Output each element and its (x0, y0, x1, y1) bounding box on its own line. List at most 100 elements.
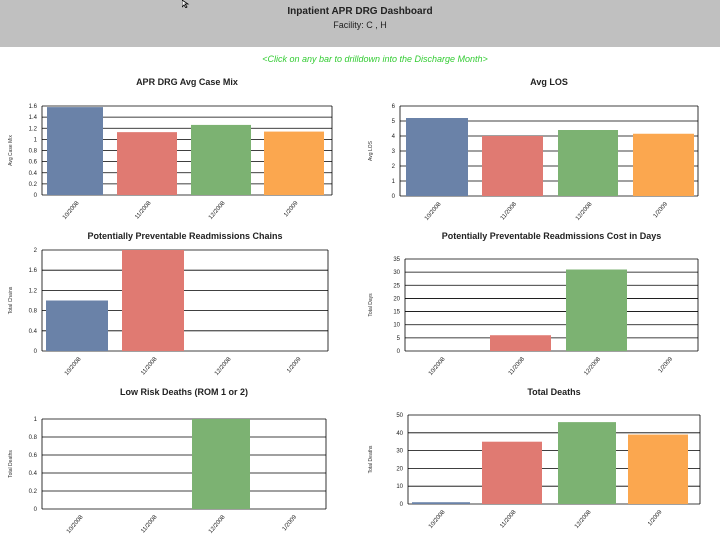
bar-10-2008[interactable] (412, 502, 470, 504)
x-tick-label: 1/2009 (653, 201, 670, 219)
y-tick-label: 15 (393, 310, 400, 316)
x-tick-label: 10/2008 (66, 514, 85, 535)
x-tick-label: 10/2008 (64, 356, 83, 377)
y-axis-label: Total Deaths (368, 445, 374, 473)
bar-10-2008[interactable] (47, 107, 103, 195)
x-tick-label: 11/2008 (500, 201, 519, 222)
y-tick-label: 35 (393, 257, 400, 263)
y-tick-label: 0.6 (29, 453, 38, 459)
bar-12-2008[interactable] (558, 130, 618, 196)
facility-label: Facility: C , H (333, 20, 387, 30)
y-tick-label: 1.2 (29, 126, 38, 132)
x-tick-label: 10/2008 (424, 201, 443, 222)
y-tick-label: 0.4 (29, 171, 38, 177)
y-tick-label: 4 (392, 134, 396, 140)
bar-1-2009[interactable] (264, 131, 324, 195)
chart-avg-los[interactable]: Avg LOS Avg LOS 0 1 2 3 4 5 6 10/2008 11/2008 12/20… (360, 72, 720, 234)
x-tick-label: 11/2008 (134, 200, 153, 221)
y-tick-label: 20 (396, 466, 403, 472)
y-tick-label: 1.6 (29, 268, 38, 274)
bar-11-2008[interactable] (117, 132, 177, 195)
y-tick-label: 6 (392, 104, 396, 110)
mouse-cursor-icon (182, 0, 190, 8)
chart-readmission-cost-days[interactable]: Potentially Preventable Readmissions Cos… (360, 228, 720, 386)
y-tick-label: 0.8 (29, 149, 38, 155)
bar-10-2008[interactable] (46, 300, 108, 352)
dashboard-title: Inpatient APR DRG Dashboard (287, 6, 433, 17)
y-tick-label: 5 (392, 119, 396, 125)
y-tick-label: 0.2 (29, 182, 38, 188)
bar-12-2008[interactable] (558, 422, 616, 504)
x-tick-label: 1/2009 (282, 514, 299, 532)
y-tick-label: 2 (392, 164, 396, 170)
y-tick-label: 3 (392, 149, 396, 155)
chart-title: Potentially Preventable Readmissions Cha… (87, 231, 282, 241)
bar-11-2008[interactable] (482, 441, 542, 504)
chart-avg-case-mix[interactable]: APR DRG Avg Case Mix Avg Case Mix 0 0.2 0.4 0… (0, 72, 360, 234)
y-tick-label: 30 (396, 449, 403, 455)
y-axis-label: Total Days (368, 293, 374, 317)
bar-12-2008[interactable] (566, 269, 627, 351)
y-tick-label: 20 (393, 296, 400, 302)
y-tick-label: 0 (34, 193, 38, 199)
x-tick-label: 11/2008 (140, 514, 159, 535)
bar-12-2008[interactable] (191, 124, 251, 195)
x-tick-label: 12/2008 (583, 356, 602, 377)
y-tick-label: 1.2 (29, 288, 38, 294)
drilldown-instruction: <Click on any bar to drilldown into the … (262, 54, 488, 64)
y-tick-label: 0.6 (29, 160, 38, 166)
x-tick-label: 10/2008 (428, 509, 447, 530)
y-tick-label: 0 (34, 349, 38, 355)
y-tick-label: 0.4 (29, 471, 38, 477)
y-axis-label: Avg LOS (368, 140, 374, 161)
bar-1-2009[interactable] (633, 133, 694, 196)
x-tick-label: 11/2008 (140, 356, 159, 377)
y-tick-label: 1.6 (29, 104, 38, 110)
x-tick-label: 11/2008 (508, 356, 527, 377)
x-tick-label: 12/2008 (214, 356, 233, 377)
y-tick-label: 1 (34, 417, 38, 423)
y-tick-label: 0 (392, 194, 396, 200)
bar-11-2008[interactable] (490, 335, 551, 351)
x-tick-label: 1/2009 (283, 200, 300, 218)
chart-total-deaths[interactable]: Total Deaths Total Deaths 0 10 20 30 40 50 10/20… (360, 384, 720, 540)
y-tick-label: 25 (393, 283, 400, 289)
x-tick-label: 12/2008 (208, 200, 227, 221)
y-tick-label: 0 (397, 349, 401, 355)
bar-11-2008[interactable] (482, 136, 543, 196)
chart-readmission-chains[interactable]: Potentially Preventable Readmissions Cha… (0, 228, 360, 386)
x-tick-label: 10/2008 (428, 356, 447, 377)
y-tick-label: 0.4 (29, 329, 38, 335)
y-tick-label: 1 (392, 179, 396, 185)
dashboard-header: Inpatient APR DRG Dashboard Facility: C … (0, 0, 720, 47)
y-tick-label: 10 (393, 323, 400, 329)
x-tick-label: 1/2009 (658, 356, 675, 374)
x-tick-label: 1/2009 (286, 356, 303, 374)
bar-10-2008[interactable] (406, 118, 468, 196)
y-tick-label: 2 (34, 248, 38, 254)
chart-title: Low Risk Deaths (ROM 1 or 2) (120, 387, 248, 397)
y-tick-label: 0 (400, 502, 404, 508)
y-tick-label: 10 (396, 484, 403, 490)
y-axis-label: Total Chains (8, 286, 14, 314)
x-tick-label: 10/2008 (62, 200, 81, 221)
bar-11-2008[interactable] (122, 250, 184, 351)
chart-low-risk-deaths[interactable]: Low Risk Deaths (ROM 1 or 2) Total Deaths… (0, 384, 360, 540)
chart-title: Total Deaths (527, 387, 580, 397)
y-tick-label: 5 (397, 336, 401, 342)
y-tick-label: 0.8 (29, 309, 38, 315)
chart-title: Potentially Preventable Readmissions Cos… (442, 231, 662, 241)
y-tick-label: 30 (393, 270, 400, 276)
y-tick-label: 1 (34, 137, 38, 143)
y-tick-label: 1.4 (29, 115, 38, 121)
chart-title: APR DRG Avg Case Mix (136, 77, 238, 87)
x-tick-label: 12/2008 (574, 509, 593, 530)
y-axis-label: Total Deaths (8, 450, 14, 478)
y-tick-label: 0.2 (29, 489, 38, 495)
y-tick-label: 50 (396, 413, 403, 419)
bar-1-2009[interactable] (628, 434, 688, 504)
x-tick-label: 11/2008 (499, 509, 518, 530)
bar-12-2008[interactable] (192, 419, 250, 509)
y-tick-label: 40 (396, 431, 403, 437)
x-tick-label: 12/2008 (575, 201, 594, 222)
